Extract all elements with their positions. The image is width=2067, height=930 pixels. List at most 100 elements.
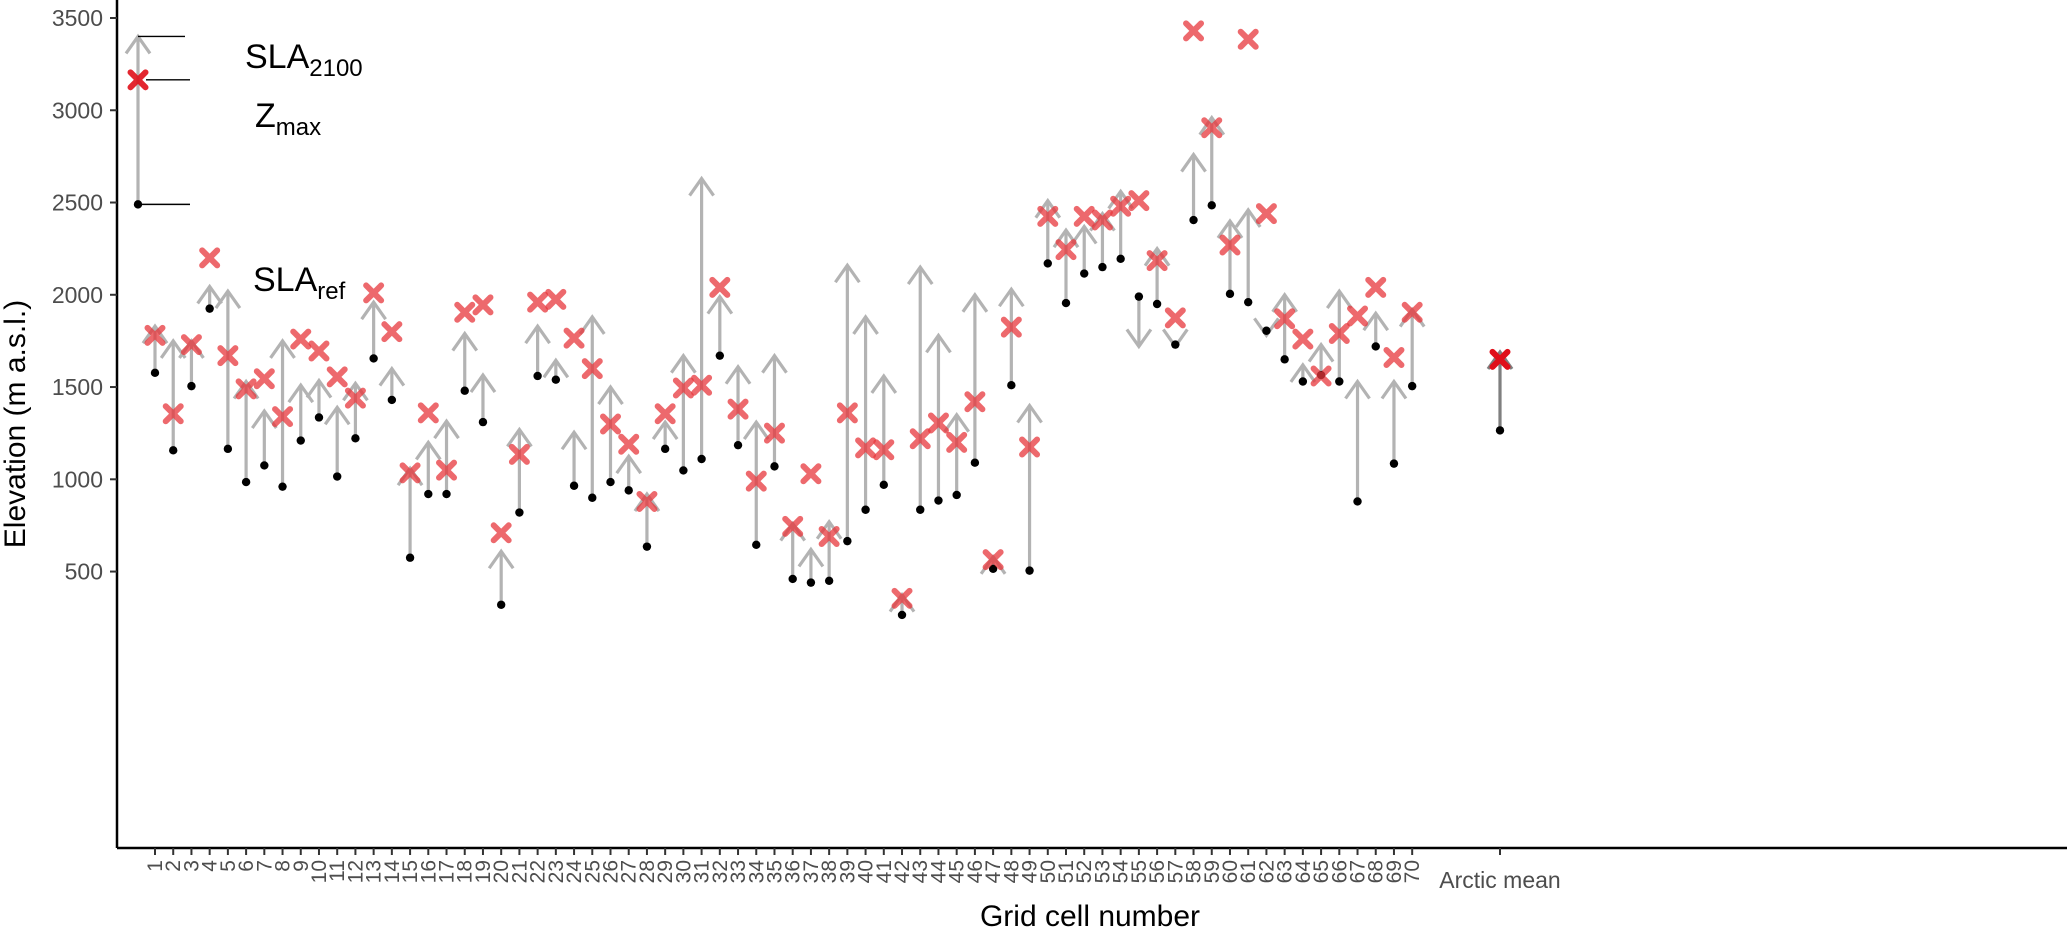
slaref-point-68 [1371, 342, 1380, 351]
zmax-point-23 [545, 288, 567, 310]
sla2100-arrow-11 [323, 404, 351, 477]
slaref-point-39 [843, 536, 852, 546]
slaref-point-19 [478, 417, 488, 427]
x-tick-label-67: 67 [1347, 860, 1370, 883]
zmax-point-12 [344, 387, 366, 409]
zmax-point-39 [836, 402, 858, 424]
zmax-point-15 [399, 462, 421, 484]
zmax-point-21 [508, 443, 530, 465]
x-tick-label-60: 60 [1219, 860, 1242, 883]
zmax-point-8 [272, 406, 294, 428]
point-layer [144, 20, 1511, 620]
y-axis-title: Elevation (m a.s.l.) [0, 300, 32, 548]
zmax-point-32 [709, 276, 731, 298]
sla2100-arrow-26 [597, 384, 624, 483]
sla2100-arrow-67 [1344, 378, 1371, 502]
sla2100-arrow-38 [815, 518, 843, 581]
slaref-point-58 [1189, 215, 1198, 225]
sla2100-arrow-35 [761, 352, 788, 467]
slaref-point-12 [351, 434, 360, 443]
x-tick-label-44: 44 [927, 860, 950, 884]
x-tick-label-9: 9 [290, 860, 313, 872]
zmax-point-65 [1310, 365, 1332, 387]
x-tick-label-63: 63 [1274, 860, 1297, 883]
zmax-point-41 [873, 439, 895, 461]
slaref-point-43 [916, 505, 925, 514]
slaref-point-69 [1389, 459, 1399, 468]
slaref-point-2 [169, 446, 178, 455]
slaref-point-7 [260, 461, 269, 470]
zmax-point-11 [326, 366, 348, 388]
zmax-point-3 [180, 334, 202, 356]
slaref-point-32 [715, 351, 725, 360]
zmax-point-62 [1255, 203, 1277, 225]
slaref-point-53 [1098, 262, 1107, 272]
slaref-point-63 [1280, 355, 1289, 364]
x-tick-label-58: 58 [1183, 860, 1206, 883]
zmax-point-42 [891, 587, 913, 609]
y-tick-label-3000: 3000 [52, 97, 103, 123]
legend-label-sla2100: SLA2100 [245, 38, 363, 82]
x-tick-label-33: 33 [727, 860, 750, 883]
x-tick-label-13: 13 [363, 860, 386, 883]
x-tick-label-50: 50 [1037, 860, 1060, 883]
sla2100-arrow-27 [615, 453, 643, 491]
x-tick-label-17: 17 [436, 860, 459, 883]
sla2100-arrow-61 [1234, 207, 1262, 303]
x-tick-label-18: 18 [454, 860, 477, 883]
sla2100-arrow-20 [487, 548, 515, 605]
zmax-point-64 [1292, 328, 1314, 350]
x-tick-label-59: 59 [1201, 860, 1224, 883]
x-tick-label-32: 32 [709, 860, 732, 883]
zmax-point-68 [1365, 276, 1387, 298]
zmax-point-19 [472, 294, 494, 316]
x-tick-label-23: 23 [545, 860, 568, 883]
x-tick-label-3: 3 [180, 860, 203, 872]
slaref-point-59 [1207, 201, 1216, 210]
sla2100-arrow-13 [360, 299, 387, 359]
sla2100-arrow-37 [797, 546, 825, 583]
slaref-point-5 [223, 444, 233, 454]
tick-layer: 5001000150020002500300035001234567891011… [52, 5, 1561, 893]
x-tick-label-30: 30 [672, 860, 695, 883]
x-tick-label-25: 25 [581, 860, 604, 883]
zmax-point-59 [1201, 117, 1223, 139]
sla2100-arrow-14 [378, 365, 406, 400]
zmax-point-54 [1110, 195, 1132, 217]
sla2100-arrow-65 [1307, 341, 1335, 376]
slaref-point-45 [952, 490, 961, 500]
zmax-point-51 [1055, 239, 1077, 261]
x-tick-label-38: 38 [818, 860, 841, 883]
slaref-point-8 [278, 482, 287, 491]
slaref-point-30 [679, 466, 688, 475]
slaref-point-46 [970, 458, 980, 467]
axes-layer [115, 0, 2067, 850]
y-tick-label-3500: 3500 [52, 5, 103, 31]
x-tick-label-52: 52 [1073, 860, 1096, 883]
zmax-point-45 [946, 431, 968, 453]
x-tick-label-14: 14 [381, 860, 404, 884]
x-tick-label-40: 40 [855, 860, 878, 883]
sla2100-arrow-25 [578, 314, 606, 498]
sla2100-arrow-52 [1070, 223, 1098, 274]
zmax-point-28 [636, 490, 658, 512]
zmax-point-38 [818, 526, 840, 548]
sla2100-arrow-32 [706, 293, 734, 356]
x-tick-label-4: 4 [199, 860, 222, 872]
x-tick-label-21: 21 [508, 860, 531, 883]
slaref-point-9 [296, 436, 305, 445]
slaref-point-70 [1407, 381, 1417, 391]
legend-arrow-sla2100 [124, 33, 152, 205]
slaref-point-48 [1007, 380, 1016, 390]
x-tick-label-36: 36 [782, 860, 805, 883]
zmax-point-4 [199, 247, 221, 269]
slaref-point-17 [442, 489, 451, 499]
slaref-point-37 [806, 578, 816, 587]
x-tick-label-62: 62 [1255, 860, 1278, 883]
zmax-point-18 [454, 301, 476, 323]
slaref-point-44 [934, 496, 943, 505]
x-tick-label-24: 24 [563, 860, 586, 884]
y-tick-label-2000: 2000 [52, 282, 103, 308]
sla2100-arrow-24 [560, 429, 588, 486]
slaref-point-14 [387, 395, 397, 405]
